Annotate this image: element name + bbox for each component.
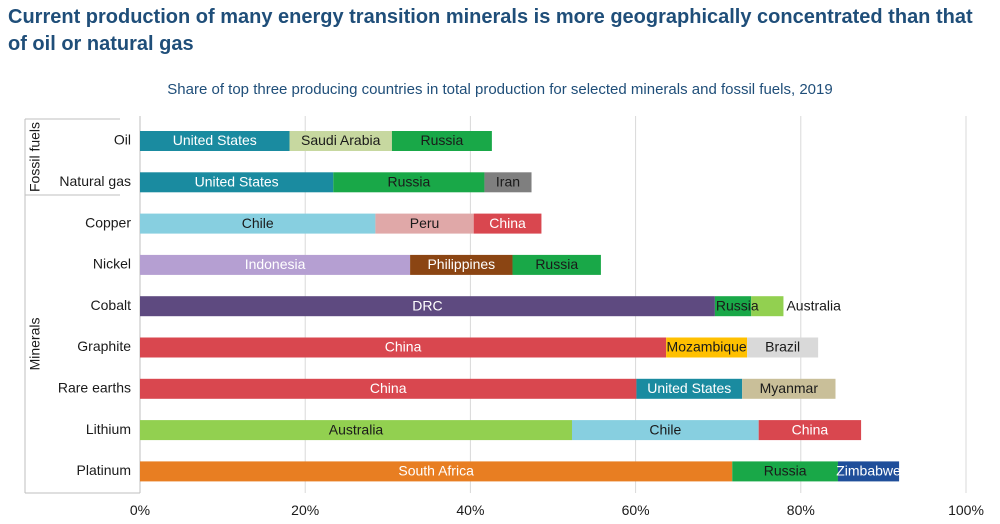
bar-nickel-philippines (410, 254, 513, 275)
segment-label-rare-earths-myanmar: Myanmar (760, 380, 819, 396)
segment-label-copper-chile: Chile (242, 215, 274, 231)
segment-label-cobalt-drc: DRC (412, 297, 442, 313)
segment-label-oil-russia: Russia (421, 132, 464, 148)
segment-label-graphite-brazil: Brazil (765, 339, 800, 355)
segment-label-rare-earths-china: China (370, 380, 407, 396)
category-label-rare-earths: Rare earths (58, 380, 131, 396)
bar-rare-earths-china (140, 378, 637, 399)
group-label-fossil-fuels: Fossil fuels (27, 122, 43, 192)
bar-cobalt-drc (140, 296, 715, 317)
segment-label-oil-saudi-arabia: Saudi Arabia (301, 132, 381, 148)
segment-label-oil-united-states: United States (173, 132, 257, 148)
bar-natural-gas-iran (484, 172, 532, 193)
segment-label-lithium-china: China (792, 421, 829, 437)
bar-oil-united-states (140, 131, 290, 151)
bar-lithium-chile (571, 420, 759, 441)
segment-label-copper-china: China (489, 215, 526, 231)
bar-natural-gas-united-states (140, 172, 334, 193)
bar-copper-peru (375, 213, 474, 234)
x-tick-label: 60% (622, 502, 650, 518)
segment-label-platinum-zimbabwe: Zimbabwe (836, 463, 901, 479)
category-label-nickel: Nickel (93, 256, 131, 272)
bar-copper-china (473, 213, 542, 234)
category-label-copper: Copper (85, 214, 131, 230)
bar-oil-russia (391, 131, 492, 151)
bar-platinum-russia (732, 461, 838, 482)
bar-cobalt-australia (751, 296, 784, 317)
category-label-oil: Oil (114, 132, 131, 148)
segment-label-cobalt-australia: Australia (786, 297, 841, 313)
headline: Current production of many energy transi… (8, 6, 973, 55)
segment-label-lithium-chile: Chile (649, 421, 681, 437)
chart-title: Share of top three producing countries i… (167, 81, 833, 98)
category-label-lithium: Lithium (86, 421, 131, 437)
bar-nickel-russia (512, 254, 601, 275)
segment-label-graphite-china: China (385, 339, 422, 355)
bar-oil-saudi-arabia (289, 131, 392, 151)
segment-label-nickel-russia: Russia (535, 256, 578, 272)
bar-graphite-brazil (747, 337, 819, 358)
segment-label-platinum-russia: Russia (764, 463, 807, 479)
segment-label-natural-gas-russia: Russia (387, 174, 430, 190)
segment-label-lithium-australia: Australia (329, 421, 384, 437)
segment-label-nickel-philippines: Philippines (427, 256, 495, 272)
bar-cobalt-russia (714, 296, 752, 317)
segment-label-graphite-mozambique: Mozambique (667, 339, 747, 355)
bar-platinum-south-africa (140, 461, 733, 482)
category-label-cobalt: Cobalt (91, 297, 132, 313)
bar-platinum-zimbabwe (837, 461, 900, 482)
segment-label-cobalt-russia: Russia (716, 297, 759, 313)
x-tick-label: 100% (948, 502, 984, 518)
bar-lithium-australia (140, 420, 572, 441)
segment-label-natural-gas-iran: Iran (496, 174, 520, 190)
bar-graphite-china (140, 337, 667, 358)
segment-label-platinum-south-africa: South Africa (398, 463, 474, 479)
x-tick-label: 20% (291, 502, 319, 518)
category-label-platinum: Platinum (77, 462, 131, 478)
category-label-natural-gas: Natural gas (59, 173, 131, 189)
x-tick-label: 80% (787, 502, 815, 518)
bar-lithium-china (758, 420, 862, 441)
bar-natural-gas-russia (333, 172, 485, 193)
segment-label-rare-earths-united-states: United States (647, 380, 731, 396)
group-label-minerals: Minerals (27, 318, 43, 371)
x-tick-label: 0% (130, 502, 150, 518)
x-tick-label: 40% (456, 502, 484, 518)
bar-rare-earths-united-states (636, 378, 743, 399)
bar-rare-earths-myanmar (742, 378, 836, 399)
segment-label-natural-gas-united-states: United States (195, 174, 279, 190)
bar-nickel-indonesia (140, 254, 411, 275)
bar-graphite-mozambique (666, 337, 748, 358)
segment-label-copper-peru: Peru (410, 215, 440, 231)
category-label-graphite: Graphite (77, 338, 131, 354)
segment-label-nickel-indonesia: Indonesia (245, 256, 306, 272)
bar-copper-chile (140, 213, 376, 234)
